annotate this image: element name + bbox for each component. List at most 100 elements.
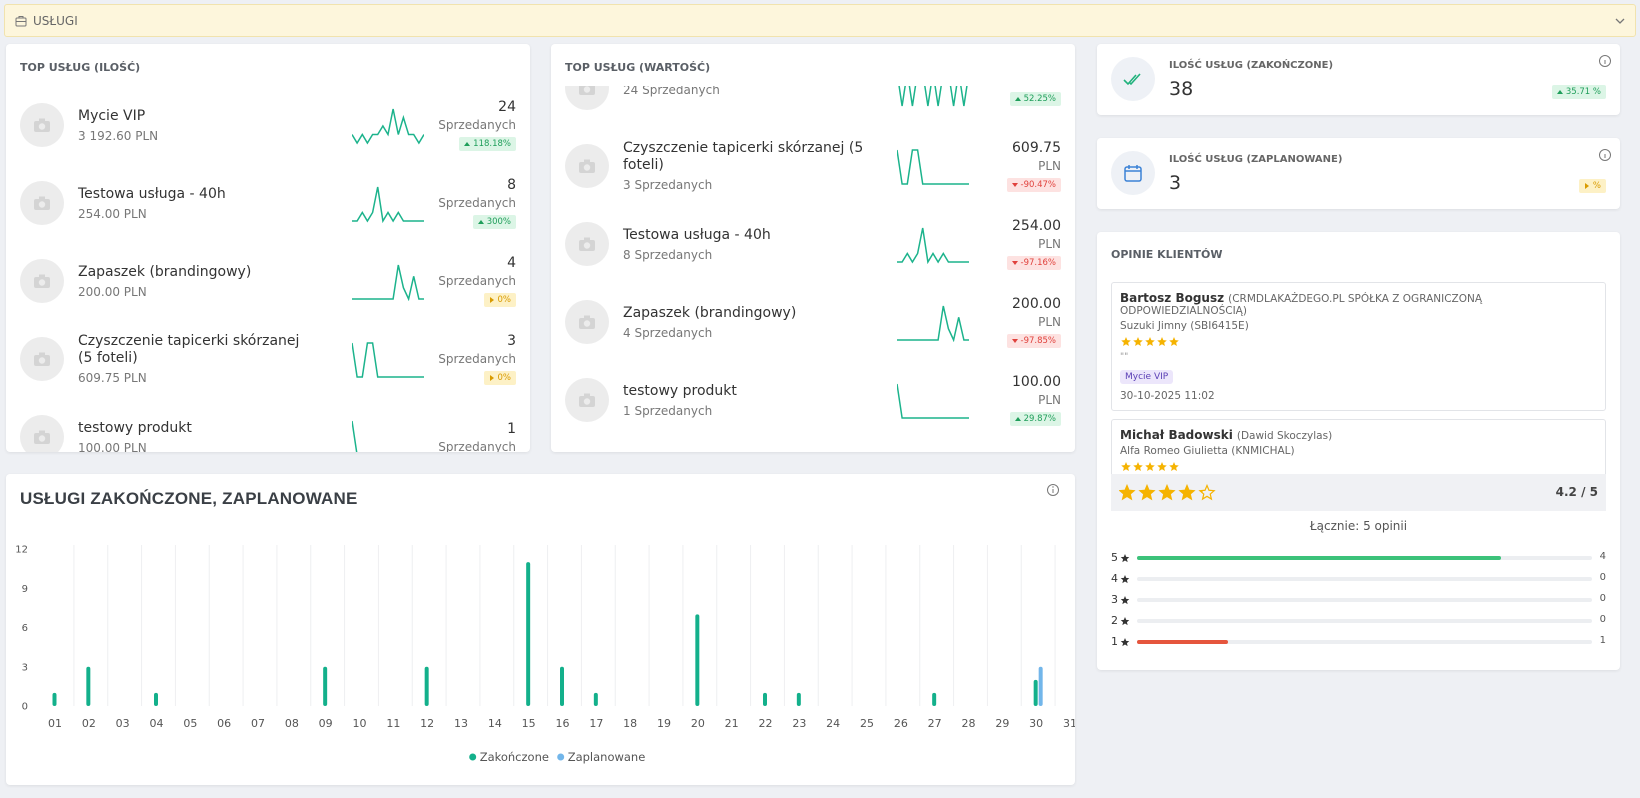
camera-top — [584, 238, 590, 241]
sold-label: Sprzedanych — [438, 118, 516, 132]
change-badge: 0% — [484, 371, 517, 385]
star — [1121, 554, 1130, 562]
section-header[interactable]: USŁUGI — [4, 4, 1636, 37]
legend-marker — [557, 754, 564, 761]
y-tick-label: 12 — [15, 545, 28, 556]
trend-arrow — [478, 220, 484, 224]
bar — [695, 614, 699, 706]
service-name: testowy produkt — [623, 383, 893, 400]
star-number: 1 — [1111, 635, 1118, 648]
info-icon[interactable] — [1048, 485, 1059, 496]
sparkline — [352, 417, 424, 452]
service-price: 200.00 PLN — [78, 285, 318, 299]
star-glyph — [1120, 637, 1130, 647]
kpi-title: ILOŚĆ USŁUG (ZAPLANOWANE) — [1169, 154, 1342, 165]
bar — [526, 562, 530, 706]
review-list[interactable]: Bartosz Bogusz(CRMDLAKAŻDEGO.PL SPÓŁKA Z… — [1111, 282, 1606, 474]
x-tick-label: 31 — [1063, 717, 1075, 730]
camera-top — [39, 119, 45, 122]
kpi-icon-glyph — [1123, 69, 1143, 89]
x-tick-label: 24 — [826, 717, 840, 730]
kpi-icon-glyph — [1123, 163, 1143, 183]
star-glyph — [1120, 595, 1130, 605]
sparkline-line — [352, 265, 424, 299]
sparkline — [897, 380, 969, 420]
trend-arrow — [1012, 183, 1018, 187]
star — [1121, 337, 1131, 346]
kpi-value: 38 — [1169, 78, 1193, 100]
y-tick-label: 9 — [22, 584, 28, 595]
image-placeholder — [20, 103, 64, 147]
x-tick-label: 07 — [251, 717, 265, 730]
sparkline-line — [897, 306, 969, 340]
info-icon[interactable] — [1598, 54, 1612, 68]
sparkline — [897, 302, 969, 342]
review-stars — [1120, 335, 1200, 349]
x-tick-label: 30 — [1029, 717, 1043, 730]
sold-count: 24 — [498, 99, 516, 115]
trend-arrow — [1015, 417, 1021, 421]
change-value: 0% — [498, 295, 512, 305]
service-text: Czyszczenie tapicerki skórzanej (5 fotel… — [78, 333, 318, 385]
sold-text: 4 Sprzedanych — [623, 326, 893, 340]
sold-text: 24 Sprzedanych — [623, 86, 893, 97]
service-text: testowy produkt1 Sprzedanych — [623, 383, 893, 418]
service-text: 24 Sprzedanych — [623, 86, 893, 97]
service-name: Testowa usługa - 40h — [78, 186, 318, 203]
rating-count: 0 — [1600, 614, 1606, 625]
trend-arrow — [1557, 90, 1563, 94]
camera-lens — [584, 398, 590, 404]
chevron — [1615, 16, 1625, 26]
sparkline — [352, 261, 424, 301]
image-placeholder — [20, 415, 64, 452]
service-stats: 4Sprzedanych0% — [424, 255, 516, 307]
camera-icon — [33, 351, 51, 367]
review-author: Michał Badowski — [1120, 428, 1233, 442]
currency: PLN — [1038, 393, 1061, 407]
trend-arrow — [464, 142, 470, 146]
rating-summary: 4.2 / 5 — [1111, 474, 1606, 511]
star — [1169, 462, 1179, 471]
service-item: Czyszczenie tapicerki skórzanej (5 fotel… — [565, 127, 1061, 205]
review-car: Alfa Romeo Giulietta (KNMICHAL) — [1120, 445, 1597, 457]
service-text: Mycie VIP3 192.60 PLN — [78, 108, 318, 143]
x-tick-label: 22 — [759, 717, 773, 730]
panel-title: OPINIE KLIENTÓW — [1111, 248, 1222, 261]
sold-text: 3 Sprzedanych — [623, 178, 893, 192]
trend-arrow — [1015, 97, 1021, 101]
calendar-lines — [1125, 165, 1141, 171]
panel-title: TOP USŁUG (ILOŚĆ) — [20, 61, 140, 74]
x-tick-label: 23 — [792, 717, 806, 730]
service-item: Zapaszek (brandingowy)200.00 PLN4Sprzeda… — [20, 242, 516, 320]
trend-icon — [489, 375, 495, 381]
bar — [1039, 667, 1043, 706]
camera-top — [39, 353, 45, 356]
star — [1121, 617, 1130, 625]
x-tick-label: 26 — [894, 717, 908, 730]
star-label: 3 — [1111, 593, 1130, 606]
service-stats: 8Sprzedanych300% — [424, 177, 516, 229]
briefcase-icon — [15, 15, 27, 27]
y-tick-label: 0 — [22, 702, 28, 713]
service-text: testowy produkt100.00 PLN — [78, 420, 318, 453]
info-icon[interactable] — [1598, 148, 1612, 162]
trend-icon — [489, 297, 495, 303]
sparkline — [352, 339, 424, 379]
trend-arrow — [490, 375, 494, 381]
service-name: Zapaszek (brandingowy) — [623, 305, 893, 322]
service-item: Mycie VIP3 192.60 PLN24Sprzedanych118.18… — [20, 86, 516, 164]
sparkline-line — [897, 86, 969, 106]
service-list: Mycie VIP3 192.60 PLN24Sprzedanych118.18… — [20, 86, 516, 452]
x-tick-label: 11 — [386, 717, 400, 730]
change-value: -97.16% — [1021, 258, 1056, 268]
x-tick-label: 13 — [454, 717, 468, 730]
top-value-panel: TOP USŁUG (WARTOŚĆ) 24 SprzedanychPLN52.… — [551, 44, 1075, 452]
y-tick-label: 6 — [22, 623, 28, 634]
reviews-panel: OPINIE KLIENTÓW Bartosz Bogusz(CRMDLAKAŻ… — [1097, 232, 1620, 670]
star-label: 2 — [1111, 614, 1130, 627]
review-total: Łącznie: 5 opinii — [1097, 519, 1620, 533]
star-label: 5 — [1111, 551, 1130, 564]
star-number: 4 — [1111, 572, 1118, 585]
sold-count: 1 — [507, 421, 516, 437]
